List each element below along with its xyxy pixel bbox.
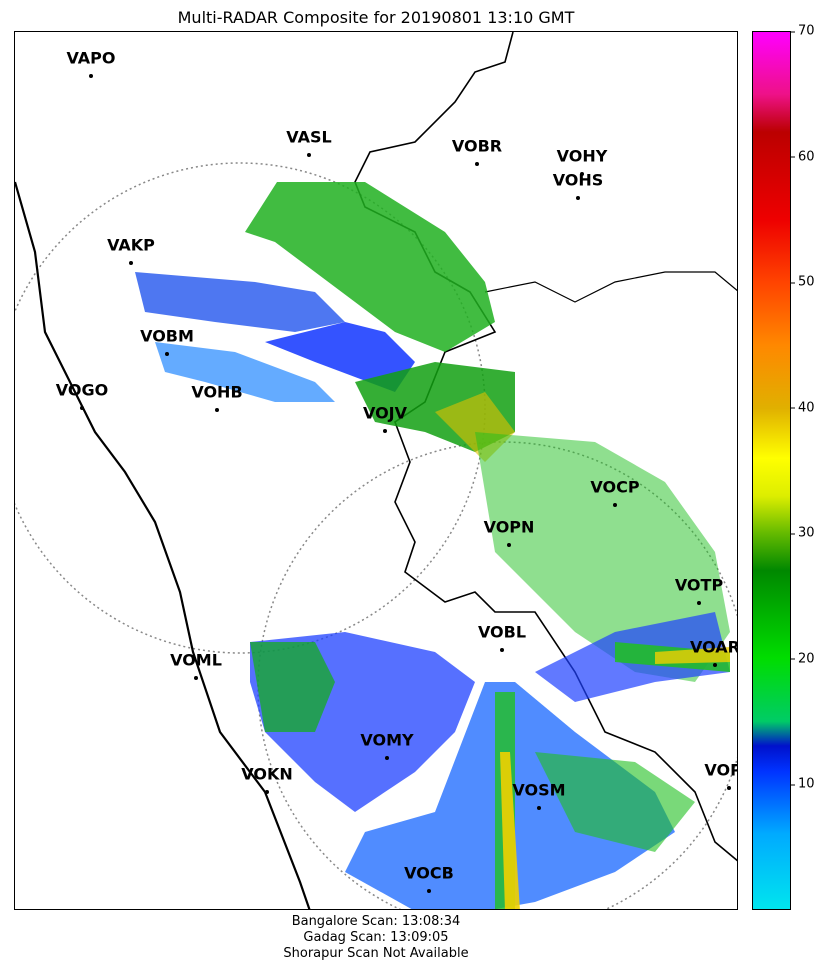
- station-marker-vapo: [89, 74, 93, 78]
- station-label-vocp: VOCP: [590, 477, 640, 497]
- colorbar-tick-label: 60: [791, 149, 815, 164]
- station-marker-votp: [697, 601, 701, 605]
- station-marker-vobl: [500, 648, 504, 652]
- colorbar: [752, 31, 791, 910]
- colorbar-tick-label: 40: [791, 400, 815, 415]
- station-label-vapo: VAPO: [66, 48, 116, 68]
- station-label-vopn: VOPN: [483, 517, 535, 537]
- station-marker-vakp: [129, 261, 133, 265]
- station-label-vomy: VOMY: [360, 730, 414, 750]
- station-marker-vobm: [165, 352, 169, 356]
- station-marker-vohy: [580, 172, 584, 176]
- station-marker-vopc: [727, 786, 731, 790]
- station-label-vogo: VOGO: [55, 380, 109, 400]
- radar-overlay: [15, 32, 737, 909]
- station-label-voar: VOAR: [690, 637, 738, 657]
- colorbar-tick-label: 70: [791, 24, 815, 39]
- station-label-vopc: VOPC: [704, 760, 737, 780]
- station-marker-vosm: [537, 806, 541, 810]
- station-marker-vopn: [507, 543, 511, 547]
- station-marker-voar: [713, 663, 717, 667]
- station-marker-vocb: [427, 889, 431, 893]
- station-label-vobr: VOBR: [451, 136, 503, 156]
- station-label-vasl: VASL: [286, 127, 332, 147]
- station-label-votp: VOTP: [674, 575, 724, 595]
- station-marker-vogo: [80, 406, 84, 410]
- station-marker-vohs: [576, 196, 580, 200]
- station-label-vobm: VOBM: [140, 326, 194, 346]
- station-marker-vomy: [385, 756, 389, 760]
- station-label-vojv: VOJV: [362, 403, 408, 423]
- colorbar-tick-label: 20: [791, 651, 815, 666]
- colorbar-tick-label: 10: [791, 777, 815, 792]
- station-marker-vojv: [383, 429, 387, 433]
- footer-line-shorapur: Shorapur Scan Not Available: [283, 946, 469, 961]
- station-label-vohy: VOHY: [556, 146, 608, 166]
- colorbar-ticks: 10 20 30 40 50 60 70: [791, 24, 825, 910]
- station-marker-vobr: [475, 162, 479, 166]
- station-marker-vokn: [265, 790, 269, 794]
- station-label-vobl: VOBL: [477, 622, 527, 642]
- station-marker-vasl: [307, 153, 311, 157]
- colorbar-tick-label: 30: [791, 526, 815, 541]
- state-border-north: [484, 271, 737, 303]
- station-label-vosm: VOSM: [512, 780, 566, 800]
- map-title: Multi-RADAR Composite for 20190801 13:10…: [177, 8, 575, 27]
- station-marker-vocp: [613, 503, 617, 507]
- station-label-vocb: VOCB: [404, 863, 454, 883]
- colorbar-tick-label: 50: [791, 275, 815, 290]
- station-label-vakp: VAKP: [107, 235, 155, 255]
- footer-line-bangalore: Bangalore Scan: 13:08:34: [291, 914, 461, 929]
- station-label-voml: VOML: [170, 650, 222, 670]
- footer-line-gadag: Gadag Scan: 13:09:05: [303, 930, 449, 945]
- station-marker-voml: [194, 676, 198, 680]
- station-marker-vohb: [215, 408, 219, 412]
- station-label-vohb: VOHB: [191, 382, 243, 402]
- station-label-vokn: VOKN: [241, 764, 293, 784]
- station-label-vohs: VOHS: [552, 170, 604, 190]
- scan-info: Bangalore Scan: 13:08:34 Gadag Scan: 13:…: [0, 914, 752, 962]
- radar-map: VAPO VASL VOBR VOHY VOHS VAKP VOBM VOGO VOHB VOJV…: [14, 31, 738, 910]
